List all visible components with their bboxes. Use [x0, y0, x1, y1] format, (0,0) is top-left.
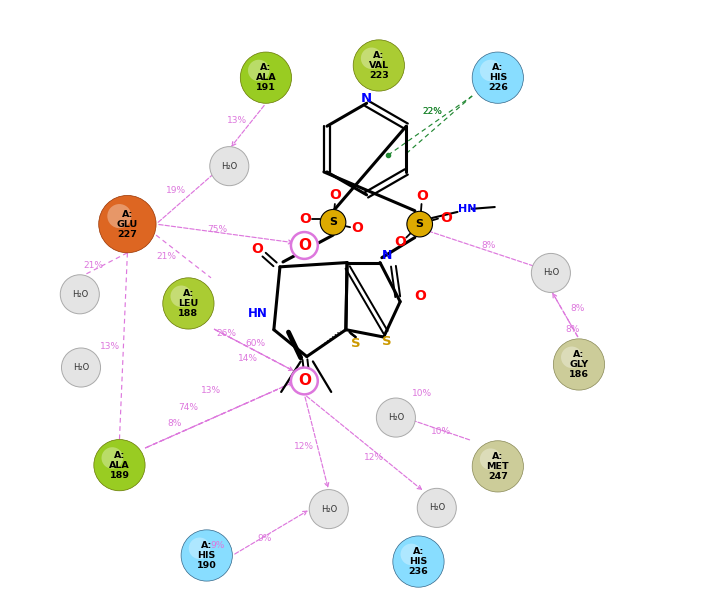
Text: H₂O: H₂O [71, 290, 88, 299]
Text: 12%: 12% [294, 443, 314, 451]
Text: 10%: 10% [431, 427, 451, 436]
Circle shape [472, 52, 523, 104]
Text: O: O [394, 235, 406, 249]
Text: 8%: 8% [482, 241, 496, 250]
Text: A:
VAL
223: A: VAL 223 [368, 51, 389, 80]
Text: O: O [414, 289, 425, 303]
Text: 13%: 13% [201, 386, 221, 395]
Circle shape [393, 536, 444, 587]
Text: A:
HIS
236: A: HIS 236 [409, 547, 428, 576]
Circle shape [417, 489, 456, 527]
Circle shape [480, 59, 501, 82]
Text: O: O [440, 211, 452, 225]
Text: O: O [251, 242, 262, 256]
Circle shape [407, 211, 433, 237]
Circle shape [170, 286, 192, 307]
Text: 60%: 60% [245, 338, 265, 348]
Text: HN: HN [248, 307, 268, 321]
Text: 22%: 22% [423, 107, 443, 116]
Circle shape [353, 40, 404, 91]
Circle shape [210, 147, 249, 186]
Circle shape [553, 339, 605, 390]
Circle shape [480, 449, 501, 470]
Text: H₂O: H₂O [388, 413, 404, 422]
Text: H₂O: H₂O [429, 503, 445, 512]
Circle shape [291, 232, 318, 259]
Text: A:
LEU
188: A: LEU 188 [178, 289, 198, 318]
Circle shape [102, 447, 123, 469]
Circle shape [189, 538, 211, 559]
Text: 75%: 75% [207, 224, 227, 234]
Text: 8%: 8% [167, 419, 182, 428]
Text: H₂O: H₂O [321, 504, 337, 514]
Text: HN: HN [458, 204, 477, 214]
Text: 9%: 9% [257, 534, 271, 543]
Text: 22%: 22% [423, 107, 443, 116]
Text: A:
HIS
226: A: HIS 226 [488, 63, 508, 92]
Text: 9%: 9% [210, 541, 224, 550]
Circle shape [61, 275, 99, 314]
Circle shape [472, 441, 523, 492]
Text: 21%: 21% [156, 252, 177, 261]
Text: 26%: 26% [216, 329, 236, 338]
Text: 10%: 10% [412, 389, 432, 398]
Text: N: N [382, 249, 392, 262]
Text: O: O [298, 238, 311, 253]
Circle shape [107, 204, 131, 228]
Text: O: O [298, 373, 311, 389]
Text: 74%: 74% [178, 403, 198, 412]
Circle shape [361, 48, 382, 69]
Circle shape [163, 278, 214, 329]
Text: 14%: 14% [238, 354, 257, 364]
Text: S: S [329, 217, 337, 227]
Text: 12%: 12% [364, 453, 384, 462]
Text: A:
GLY
186: A: GLY 186 [569, 350, 589, 379]
Text: O: O [299, 212, 311, 226]
Text: H₂O: H₂O [73, 363, 89, 372]
Text: S: S [416, 219, 424, 229]
Text: A:
ALA
191: A: ALA 191 [255, 63, 276, 92]
Circle shape [94, 440, 145, 491]
Circle shape [181, 530, 232, 581]
Text: 13%: 13% [227, 116, 247, 125]
Text: O: O [416, 189, 428, 203]
Circle shape [309, 490, 348, 528]
Text: 21%: 21% [83, 261, 103, 270]
Text: 13%: 13% [100, 342, 120, 351]
Text: O: O [329, 188, 342, 202]
Circle shape [248, 59, 270, 82]
Text: S: S [351, 337, 360, 349]
Circle shape [401, 544, 422, 565]
Circle shape [561, 346, 583, 368]
Text: A:
GLU
227: A: GLU 227 [117, 210, 138, 238]
Text: N: N [361, 92, 372, 105]
Circle shape [531, 253, 570, 292]
Text: 8%: 8% [570, 304, 584, 313]
Text: O: O [352, 221, 363, 235]
Circle shape [376, 398, 415, 437]
Circle shape [61, 348, 100, 387]
Text: A:
MET
247: A: MET 247 [487, 452, 509, 481]
Text: A:
ALA
189: A: ALA 189 [109, 451, 130, 480]
Text: A:
HIS
190: A: HIS 190 [197, 541, 216, 570]
Circle shape [240, 52, 291, 104]
Text: H₂O: H₂O [221, 162, 237, 170]
Text: 8%: 8% [566, 324, 580, 333]
Text: S: S [382, 335, 392, 348]
Text: H₂O: H₂O [543, 268, 559, 278]
Circle shape [99, 196, 156, 253]
Circle shape [320, 210, 346, 235]
Text: 19%: 19% [166, 186, 186, 195]
Circle shape [291, 368, 318, 394]
